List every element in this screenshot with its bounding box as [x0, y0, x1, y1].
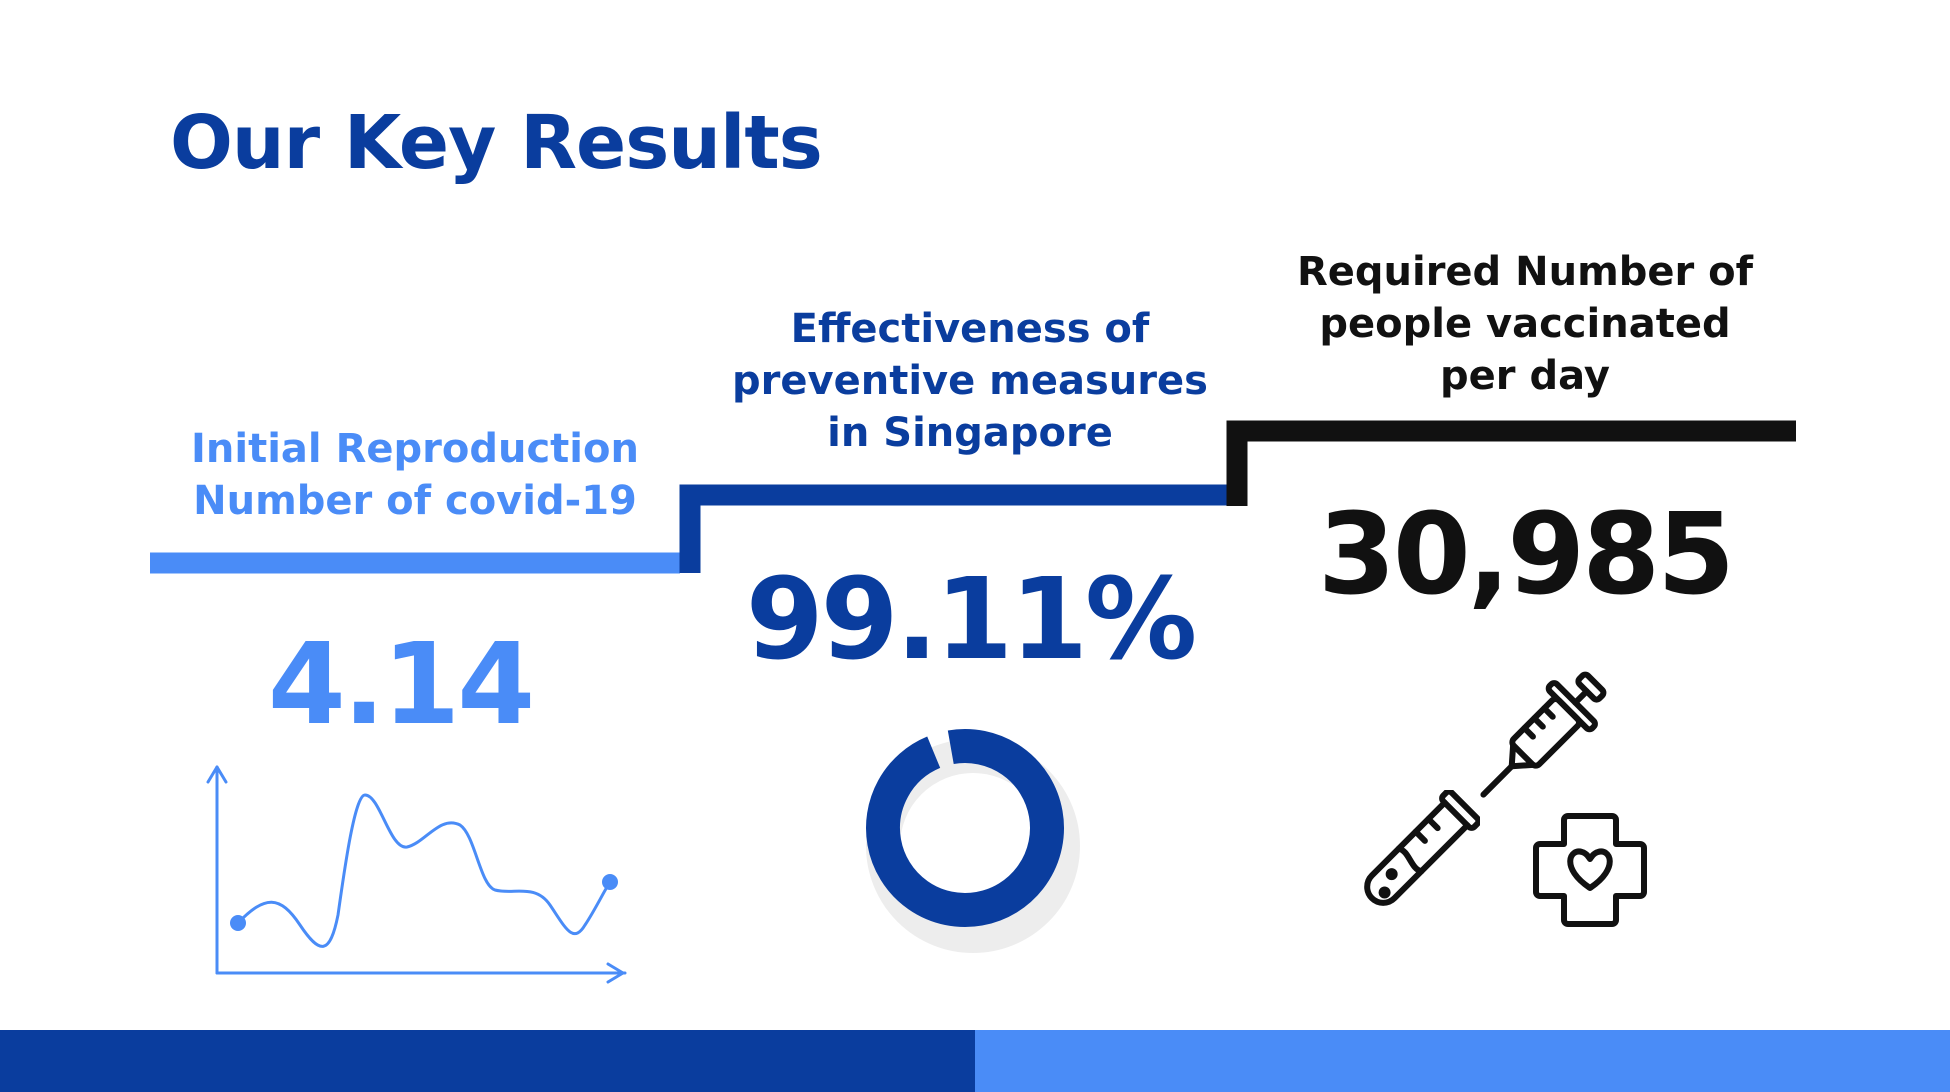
step-3-label-line-1: Required Number of — [1296, 249, 1754, 295]
test-tube-icon — [1364, 790, 1480, 906]
step-2-label-line-1: Effectiveness of — [790, 306, 1150, 352]
step-3-label: Required Number of people vaccinated per… — [1240, 246, 1810, 402]
step-3-label-line-3: per day — [1440, 353, 1610, 399]
step-line-dark-blue — [679, 484, 1235, 573]
step-line-black — [1226, 420, 1796, 506]
step-2-label: Effectiveness of preventive measures in … — [700, 303, 1240, 459]
step-2-value: 99.11% — [745, 555, 1197, 685]
syringe-icon — [1480, 671, 1607, 798]
step-3-value: 30,985 — [1317, 490, 1735, 620]
step-1-label-line-1: Initial Reproduction — [191, 426, 639, 472]
donut-arc — [866, 729, 1064, 927]
donut-chart-icon — [866, 729, 1080, 953]
line-chart-icon — [206, 765, 627, 984]
step-2-label-line-2: preventive measures — [732, 358, 1208, 404]
medical-cross-heart-icon — [1533, 813, 1647, 927]
footer-bar-light-blue — [975, 1030, 1950, 1092]
step-1-label: Initial Reproduction Number of covid-19 — [150, 423, 680, 527]
step-1-label-line-2: Number of covid-19 — [193, 478, 637, 524]
step-3-label-line-2: people vaccinated — [1319, 301, 1731, 347]
step-2-label-line-3: in Singapore — [827, 410, 1113, 456]
step-1-value: 4.14 — [267, 620, 535, 750]
footer-bar-dark-blue — [0, 1030, 975, 1092]
page-title: Our Key Results — [170, 100, 823, 186]
